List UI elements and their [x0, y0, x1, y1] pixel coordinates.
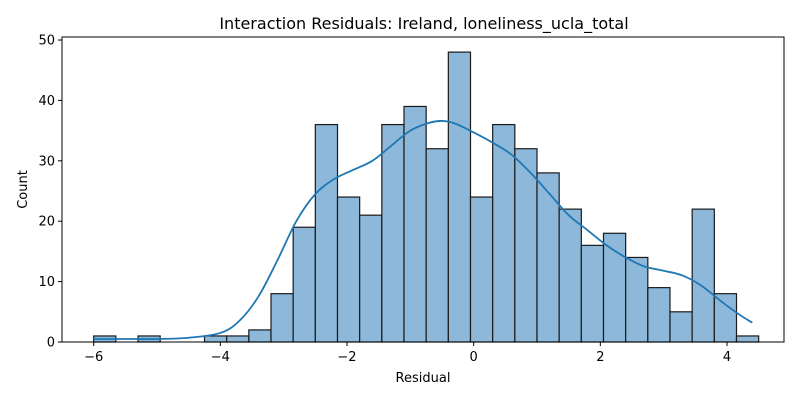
histogram-bar — [270, 293, 294, 343]
histogram-bar — [713, 293, 738, 343]
x-axis-label: Residual — [396, 371, 451, 386]
y-axis-label: Count — [16, 170, 31, 209]
histogram-bar — [735, 335, 760, 343]
histogram-bar — [292, 226, 316, 343]
y-tick-label: 20 — [38, 215, 55, 230]
x-tick-label: 4 — [723, 350, 731, 365]
histogram-bar — [359, 214, 383, 343]
histogram-bar — [514, 148, 538, 343]
histogram-bar — [602, 232, 627, 343]
histogram-bar — [558, 208, 582, 343]
histogram-bar — [536, 172, 560, 343]
y-tick-label: 0 — [47, 336, 55, 351]
histogram-bar — [203, 335, 228, 343]
histogram-bar — [625, 256, 649, 343]
y-tick-label: 50 — [38, 34, 55, 49]
x-tick-label: −6 — [84, 350, 103, 365]
histogram-bar — [669, 311, 693, 343]
y-tick-label: 10 — [38, 275, 55, 290]
y-axis-ticks: 0 10 20 30 40 50 — [38, 34, 62, 351]
histogram-bar — [492, 123, 516, 343]
histogram-bar — [336, 196, 361, 343]
histogram-bar — [447, 51, 472, 343]
y-tick-label: 40 — [38, 94, 55, 109]
histogram-bar — [314, 123, 339, 343]
histogram-bar — [403, 105, 427, 343]
histogram-bar — [580, 244, 605, 343]
x-tick-label: −4 — [211, 350, 230, 365]
histogram-bar — [226, 335, 250, 343]
chart-title: Interaction Residuals: Ireland, loneline… — [219, 14, 628, 34]
histogram-bar — [647, 287, 671, 343]
x-axis-ticks: −6 −4 −2 0 2 4 — [84, 342, 731, 365]
histogram-bar — [469, 196, 494, 343]
kde-curve — [93, 120, 753, 340]
histogram-bars — [93, 51, 760, 343]
plot-frame — [61, 36, 785, 343]
histogram-bar — [691, 208, 715, 343]
x-tick-label: −2 — [337, 350, 356, 365]
x-tick-label: 2 — [596, 350, 604, 365]
histogram-bar — [381, 123, 405, 343]
histogram-bar — [248, 329, 272, 343]
histogram-bar — [425, 148, 449, 343]
y-tick-label: 30 — [38, 154, 55, 169]
x-tick-label: 0 — [470, 350, 478, 365]
